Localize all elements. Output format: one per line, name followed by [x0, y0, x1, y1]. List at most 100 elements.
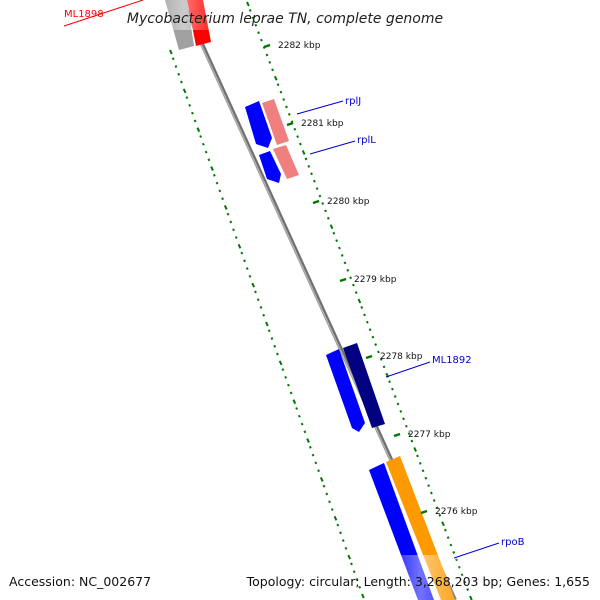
ring-dot: [229, 220, 233, 224]
ring-dot: [207, 158, 211, 162]
ring-dot: [388, 380, 391, 384]
ring-dot: [300, 422, 304, 426]
ring-dot: [292, 399, 297, 405]
ring-dot: [310, 172, 313, 176]
ring-dot: [285, 105, 288, 109]
ring-dot: [248, 9, 252, 12]
ring-dot: [199, 135, 202, 138]
feature-rplL[interactable]: [259, 151, 281, 183]
ring-dot: [335, 239, 339, 243]
ring-dot: [354, 291, 358, 294]
ring-dot: [301, 150, 306, 155]
glare-top: [150, 0, 225, 30]
ring-dot: [452, 551, 456, 554]
ring-dot: [254, 290, 257, 294]
ring-dot: [312, 179, 316, 183]
ring-dot: [289, 391, 293, 395]
ring-dot: [276, 83, 280, 87]
ring-dot: [273, 75, 278, 81]
ring-dot: [284, 375, 288, 379]
gene-callout-line: [309, 140, 356, 155]
ring-dot: [202, 142, 205, 146]
ring-dot: [368, 328, 372, 332]
map-title: Mycobacterium leprae TN, complete genome: [127, 11, 443, 27]
gene-label-rpob[interactable]: rpoB: [501, 537, 525, 548]
ring-dot: [282, 98, 286, 101]
ring-dot: [435, 506, 439, 510]
ring-dot: [377, 350, 380, 354]
feature-rplL-reverse[interactable]: [273, 145, 299, 179]
feature-ml1892[interactable]: [343, 343, 385, 428]
ring-dot: [374, 343, 378, 346]
scale-tick-label: 2277 kbp: [408, 430, 451, 440]
ring-dot: [276, 352, 279, 356]
ring-dot: [396, 402, 400, 406]
ring-dot: [182, 88, 187, 94]
ring-dot: [303, 430, 307, 434]
ring-dot: [360, 306, 364, 309]
ring-dot: [352, 570, 356, 574]
feature-ml1892-forward[interactable]: [326, 349, 365, 432]
ring-dot: [358, 585, 362, 589]
ring-dot: [295, 407, 298, 410]
ring-dot: [237, 243, 242, 249]
ring-dot: [299, 142, 302, 146]
ring-dot: [177, 72, 181, 76]
ring-dot: [391, 387, 394, 391]
gene-label-rplj[interactable]: rplJ: [345, 96, 361, 107]
ring-dot: [344, 546, 348, 550]
ring-dot: [278, 360, 283, 366]
ring-dot: [273, 344, 277, 348]
ring-dot: [281, 368, 285, 372]
ring-dot: [308, 445, 312, 449]
ring-dot: [204, 150, 208, 154]
ring-dot: [363, 313, 366, 317]
gene-label-ml1892[interactable]: ML1892: [432, 355, 472, 366]
ring-dot: [347, 554, 351, 560]
ring-dot: [304, 157, 308, 161]
ring-dot: [371, 335, 375, 339]
ring-dot: [319, 477, 324, 482]
scale-tick-mark: [312, 199, 320, 205]
ring-dot: [340, 254, 344, 257]
scale-tick-label: 2282 kbp: [278, 41, 321, 51]
ring-dot: [221, 197, 224, 201]
scale-tick-label: 2276 kbp: [435, 507, 478, 517]
ring-dot: [245, 267, 249, 271]
ring-dot: [262, 313, 266, 317]
ring-dot: [449, 543, 453, 547]
ring-dot: [193, 119, 197, 123]
gene-callout-line: [63, 0, 144, 27]
ring-dot: [357, 298, 362, 304]
gene-label-ml1898[interactable]: ML1898: [64, 9, 104, 20]
accession-text: Accession: NC_002677: [9, 574, 152, 589]
scale-tick-label: 2279 kbp: [354, 275, 397, 285]
ring-dot: [271, 68, 274, 72]
ring-dot: [349, 276, 352, 280]
gene-callout-line: [385, 361, 431, 378]
ring-dot: [267, 329, 271, 333]
ring-dot: [430, 491, 433, 495]
ring-dot: [404, 424, 408, 428]
ring-dot: [293, 127, 297, 131]
ring-dot: [215, 181, 219, 185]
feature-rplJ-reverse[interactable]: [262, 99, 289, 145]
scale-tick-mark: [263, 43, 271, 49]
ring-dot: [446, 536, 450, 540]
ring-dot: [232, 228, 235, 232]
ring-dot: [234, 236, 238, 239]
gene-label-rpll[interactable]: rplL: [357, 135, 376, 146]
feature-rplJ[interactable]: [245, 101, 272, 148]
ring-dot: [210, 166, 214, 171]
ring-dot: [212, 173, 216, 177]
ring-dot: [328, 500, 331, 504]
ring-dot: [343, 261, 347, 265]
ring-dot: [243, 259, 246, 263]
ring-dot: [338, 246, 341, 250]
scale-tick-mark: [339, 277, 347, 283]
ring-dot: [341, 539, 345, 543]
ring-dot: [329, 224, 334, 230]
ring-dot: [332, 231, 336, 235]
ring-dot: [379, 357, 383, 361]
ring-dot: [325, 492, 329, 496]
